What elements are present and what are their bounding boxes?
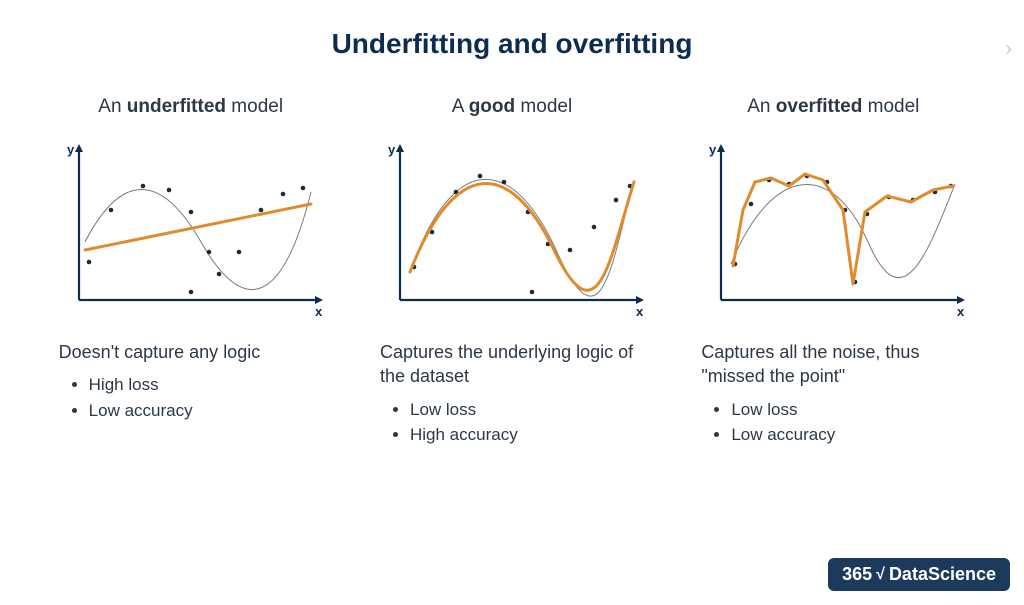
logo-prefix: 365 [842,564,872,585]
t: A [452,96,469,117]
chart-svg: yx [51,132,331,322]
bullet: High loss [89,372,341,398]
svg-text:y: y [67,142,75,157]
t: model [226,96,283,117]
chart-svg: yx [693,132,973,322]
svg-text:x: x [636,304,644,319]
next-arrow-icon[interactable]: › [1005,38,1012,61]
bullet: High accuracy [410,422,662,448]
t-bold: overfitted [776,96,863,117]
desc-text: Captures the underlying logic of the dat… [380,340,662,389]
t: model [515,96,572,117]
svg-text:y: y [709,142,717,157]
bullets: Low loss Low accuracy [701,397,983,448]
panel-good: A good model yx Captures the underlying … [362,96,662,448]
bullet: Low accuracy [89,398,341,424]
logo-365datascience: 365√DataScience [828,558,1010,591]
panel-underfit-title: An underfitted model [98,96,283,118]
bullet: Low loss [410,397,662,423]
panel-good-title: A good model [452,96,572,118]
t-bold: underfitted [127,96,226,117]
bullets: Low loss High accuracy [380,397,662,448]
svg-text:x: x [315,304,323,319]
svg-text:y: y [388,142,396,157]
svg-text:x: x [957,304,965,319]
panel-overfit: An overfitted model yx Captures all the … [683,96,983,448]
chart-svg: yx [372,132,652,322]
chart-overfit: yx [693,132,973,322]
t: An [98,96,127,117]
desc-overfit: Captures all the noise, thus "missed the… [683,340,983,448]
desc-underfit: Doesn't capture any logic High loss Low … [41,340,341,423]
bullet: Low accuracy [731,422,983,448]
t-bold: good [469,96,515,117]
desc-text: Doesn't capture any logic [59,340,341,364]
t: model [862,96,919,117]
panels-row: An underfitted model yx Doesn't capture … [0,96,1024,448]
chart-good: yx [372,132,652,322]
bullet: Low loss [731,397,983,423]
chart-underfit: yx [51,132,331,322]
desc-text: Captures all the noise, thus "missed the… [701,340,983,389]
t: An [747,96,776,117]
check-icon: √ [876,566,885,584]
desc-good: Captures the underlying logic of the dat… [362,340,662,448]
panel-overfit-title: An overfitted model [747,96,919,118]
bullets: High loss Low accuracy [59,372,341,423]
page-title: Underfitting and overfitting [0,28,1024,60]
logo-suffix: DataScience [889,564,996,585]
panel-underfit: An underfitted model yx Doesn't capture … [41,96,341,448]
